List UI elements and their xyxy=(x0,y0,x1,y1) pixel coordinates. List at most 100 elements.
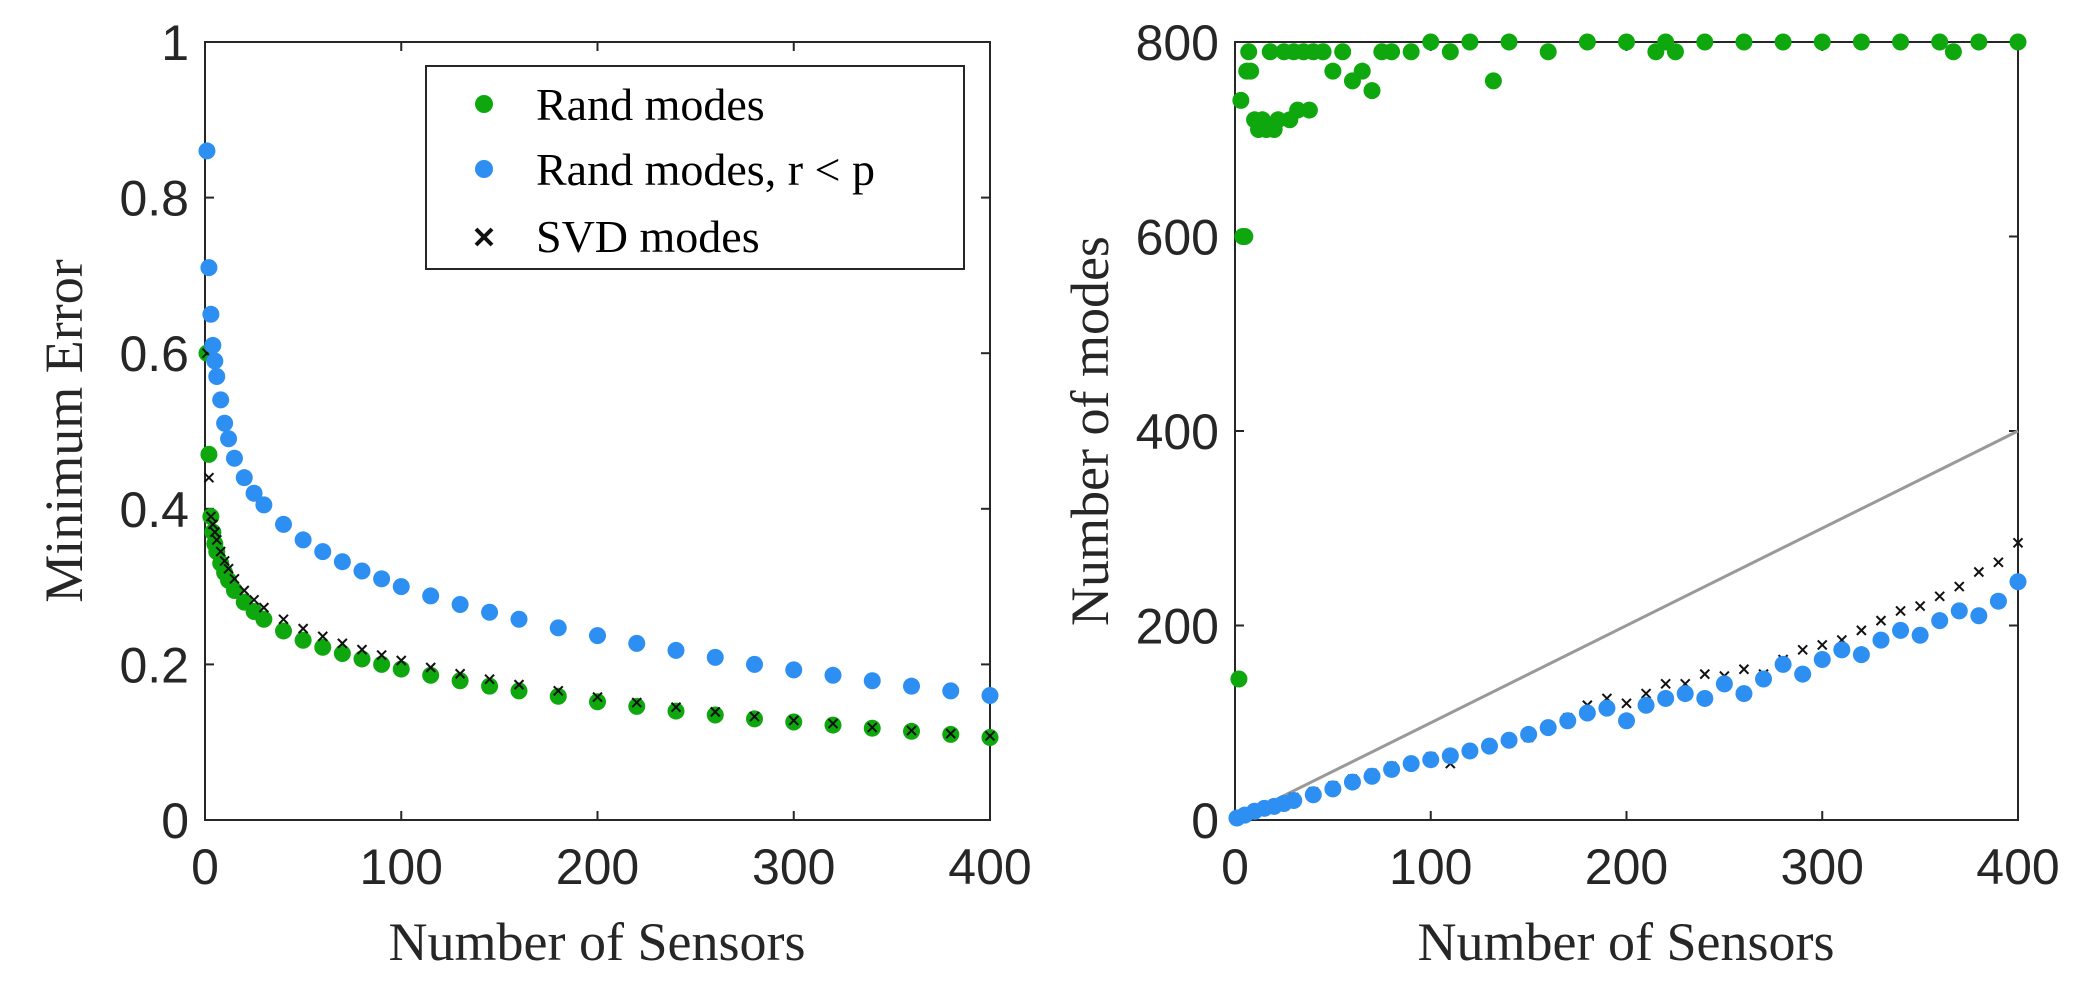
left-rand-modes-r-p-point xyxy=(220,430,238,448)
right-rand-modes-point xyxy=(1735,33,1753,51)
right-rand-modes-point xyxy=(1363,82,1381,100)
left-rand-modes-r-p-point xyxy=(746,655,763,673)
right-rand-modes-r-p-point xyxy=(1285,792,1303,810)
right-y-tick-label: 0 xyxy=(1191,793,1219,849)
left-rand-modes-point xyxy=(200,445,218,463)
right-rand-modes-point xyxy=(1461,33,1479,51)
left-rand-modes-r-p-point xyxy=(353,562,371,580)
left-rand-modes-point xyxy=(225,581,243,599)
right-rand-modes-r-p-point xyxy=(1657,689,1675,707)
left-rand-modes-point xyxy=(628,697,646,715)
left-rand-modes-r-p-point xyxy=(903,677,920,695)
right-x-tick-label: 100 xyxy=(1389,839,1472,895)
left-svd-modes-point xyxy=(278,614,289,625)
right-rand-modes-r-p-point xyxy=(1735,685,1753,703)
right-rand-modes-r-p-point xyxy=(1950,602,1968,620)
legend: Rand modes Rand modes, r < p SVD modes xyxy=(425,65,965,270)
right-rand-modes-r-p-point xyxy=(1480,737,1498,755)
right-rand-modes-point xyxy=(1261,43,1279,61)
left-panel: 0 100 200 300 400 0 0.2 0.4 0.6 0.8 1 Number of Se… xyxy=(34,15,1032,972)
left-rand-modes-r-p-point xyxy=(628,634,646,652)
right-svd-modes-point xyxy=(1914,600,1926,612)
left-x-tick-label: 200 xyxy=(556,839,639,895)
right-rand-modes-r-p-point xyxy=(1794,665,1812,683)
left-svd-modes-point xyxy=(209,526,221,538)
left-rand-modes-r-p-point xyxy=(294,531,312,549)
left-svd-modes-point xyxy=(945,728,956,739)
left-svd-modes-point xyxy=(219,555,230,567)
right-rand-modes-point xyxy=(1500,33,1518,51)
right-svd-modes-point xyxy=(1856,625,1867,636)
legend-box xyxy=(425,65,965,270)
right-rand-modes-point xyxy=(1232,91,1250,109)
right-rand-modes-point xyxy=(1383,43,1401,61)
left-rand-modes-point xyxy=(353,650,371,668)
left-x-axis-label: Number of Sensors xyxy=(389,912,806,972)
left-svd-modes-point xyxy=(297,623,309,634)
right-rand-modes-point xyxy=(1314,43,1332,61)
left-x-tick-label: 400 xyxy=(948,839,1031,895)
left-svd-modes-point xyxy=(553,685,564,697)
left-svd-modes-point xyxy=(203,472,215,483)
left-rand-modes-r-p-point xyxy=(333,553,351,571)
right-rand-modes-r-p-point xyxy=(1715,675,1733,693)
right-rand-modes-point xyxy=(1578,33,1596,51)
left-rand-modes-r-p-point xyxy=(981,687,999,705)
right-rand-modes-point xyxy=(1236,228,1254,245)
left-rand-modes-r-p-point xyxy=(589,627,606,645)
legend-rand-marker xyxy=(475,95,493,113)
right-rand-modes-point xyxy=(1484,72,1502,90)
left-svd-modes-point xyxy=(513,679,525,690)
left-svd-modes-point xyxy=(317,631,328,642)
right-y-tick-label: 200 xyxy=(1136,599,1219,655)
right-rand-modes-point xyxy=(1240,43,1258,61)
right-rand-modes-r-p-point xyxy=(1539,719,1557,737)
left-svd-modes-point xyxy=(248,594,260,606)
legend-svd-marker xyxy=(474,227,494,247)
right-y-tick-label: 800 xyxy=(1136,15,1219,71)
left-rand-modes-point xyxy=(481,677,499,695)
right-rand-modes-point xyxy=(1300,101,1318,119)
left-rand-modes-r-p-point xyxy=(225,449,243,467)
left-rand-modes-r-p-point xyxy=(549,619,567,637)
right-rand-modes-r-p-point xyxy=(1363,767,1381,785)
right-rand-modes-point xyxy=(1666,43,1684,61)
right-rand-modes-point xyxy=(1774,33,1792,51)
left-svd-modes-point xyxy=(906,725,917,736)
left-svd-modes-point xyxy=(827,718,839,729)
left-rand-modes-r-p-point xyxy=(245,484,263,502)
left-rand-modes-r-p-point xyxy=(216,414,234,432)
right-x-axis-label: Number of Sensors xyxy=(1418,912,1835,972)
right-svd-modes-point xyxy=(1738,664,1750,675)
right-rand-modes-r-p-point xyxy=(1813,651,1831,669)
right-svd-modes-point xyxy=(1895,605,1906,617)
right-rand-modes-r-p-point xyxy=(1578,704,1596,722)
left-svd-modes-point xyxy=(211,534,222,546)
right-rand-modes-r-p-point xyxy=(1559,712,1577,730)
right-marks xyxy=(1228,33,2027,827)
right-rand-modes-point xyxy=(1230,670,1248,688)
left-rand-modes-r-p-point xyxy=(785,661,803,679)
left-rand-modes-r-p-point xyxy=(202,305,220,323)
left-svd-modes-point xyxy=(356,644,368,655)
left-svd-modes-point xyxy=(454,668,466,679)
left-svd-modes-point xyxy=(215,546,226,557)
right-y-axis-label: Number of modes xyxy=(1060,236,1120,626)
left-rand-modes-point xyxy=(333,645,351,663)
right-plot-area xyxy=(1234,41,2019,821)
left-rand-modes-r-p-point xyxy=(667,641,685,659)
right-y-tick-label: 600 xyxy=(1136,210,1219,266)
right-rand-modes-r-p-point xyxy=(1324,780,1342,798)
right-rand-modes-r-p-point xyxy=(1598,699,1616,717)
right-svd-modes-point xyxy=(1954,581,1965,592)
right-rand-modes-r-p-point xyxy=(1618,712,1635,730)
left-rand-modes-r-p-point xyxy=(235,469,253,487)
right-rand-modes-r-p-point xyxy=(1911,626,1929,644)
left-rand-modes-point xyxy=(422,666,440,684)
right-rand-modes-r-p-point xyxy=(1931,612,1949,630)
left-x-tick-label: 100 xyxy=(360,839,443,895)
right-rand-modes-point xyxy=(1289,101,1307,119)
left-rand-modes-point xyxy=(392,660,410,678)
left-rand-modes-r-p-point xyxy=(373,570,391,588)
left-svd-modes-point xyxy=(631,697,642,708)
